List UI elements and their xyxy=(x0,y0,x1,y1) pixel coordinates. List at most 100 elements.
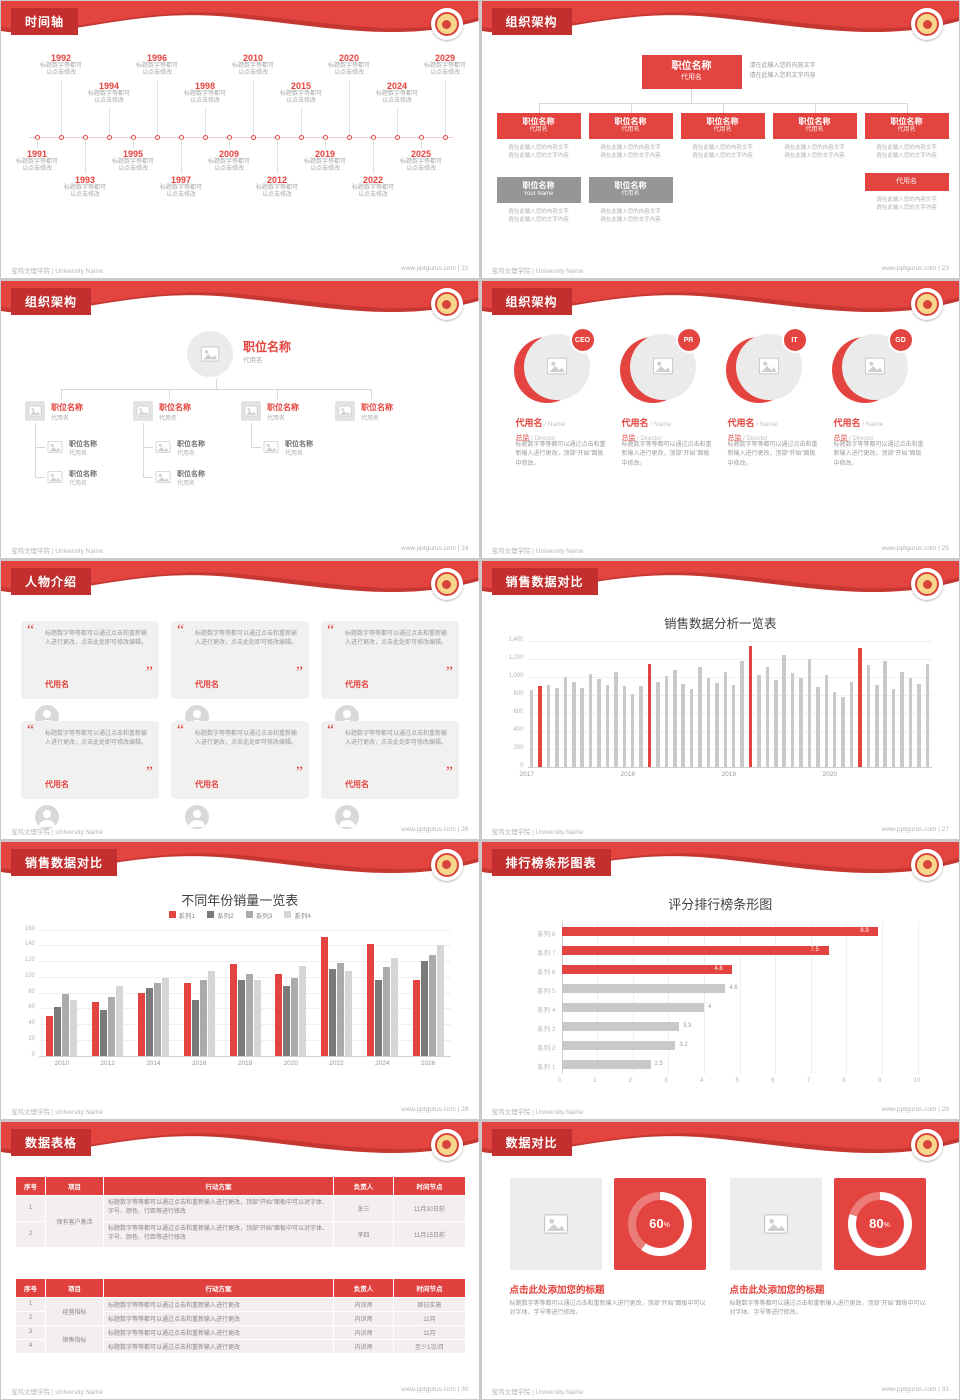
table-cell: 3 xyxy=(15,1324,46,1340)
chart-title: 销售数据分析一览表 xyxy=(663,617,777,632)
child-sub: 代用名 xyxy=(285,451,304,458)
slide-people-intro[interactable]: 人物介绍 “ 标题数字等等都可以通过点击和重新输入进行更改，点击此处即可修改编辑。… xyxy=(1,561,479,839)
quote-open-icon: “ xyxy=(327,722,335,740)
y-tick-label: 160 xyxy=(24,925,35,932)
y-category-label: 系列 6 xyxy=(537,968,556,976)
badge-ring xyxy=(434,292,459,317)
quote-text: 标题数字等等都可以通过点击和重新输入进行更改，点击此处即可修改编辑。 xyxy=(45,631,148,647)
badge-core xyxy=(442,299,451,309)
bar xyxy=(740,661,744,768)
slide-footer: 宝鸡文理学院 | University Name www.pptgurus.co… xyxy=(11,545,469,555)
timeline-item: 2009 标题数字等都可 以点击修改 xyxy=(206,149,252,173)
connector-line xyxy=(325,139,326,148)
slide-footer: 宝鸡文理学院 | University Name www.pptgurus.co… xyxy=(11,1106,469,1116)
org-box-sub: 代用名 xyxy=(621,127,640,134)
bar-value-label: 4 xyxy=(707,1004,712,1011)
person-name: 代用名 xyxy=(345,780,369,790)
slide-org-chart-members[interactable]: 组织架构 CEO 代用名 / Name 总监 / Director 标题数字等等都可以… xyxy=(481,281,959,559)
org-caption: 请在此输入您的文字内容 xyxy=(876,205,937,211)
slide-timeline[interactable]: 时间轴 1991 标题数字等都可 以点击修改 1992 标题数字等都可 以点击修改 1993… xyxy=(1,1,479,279)
person-name: 代用名 xyxy=(345,680,369,690)
bar xyxy=(374,979,382,1056)
child-image-icon xyxy=(47,469,63,485)
slide-org-chart-tree[interactable]: 组织架构 职位名称 代用名 职位名称 代用名 职位名称 代用名 职位名称 代用名 职位名称 代用名… xyxy=(1,281,479,559)
footer-site: www.pptgurus.com xyxy=(881,1386,937,1393)
badge-core xyxy=(922,1140,932,1150)
bar xyxy=(866,664,871,768)
timeline-caption: 标题数字等都可 xyxy=(327,63,370,69)
y-tick-label: 0 xyxy=(520,763,524,770)
bar xyxy=(908,678,913,768)
timeline-item: 1996 标题数字等都可 以点击修改 xyxy=(134,53,180,77)
timeline-year: 2020 xyxy=(338,53,360,63)
legend-item: 系列3 xyxy=(245,910,272,920)
gridline xyxy=(846,921,848,1074)
legend-swatch xyxy=(207,911,215,919)
x-tick-label: 2018 xyxy=(237,1059,253,1067)
gridline xyxy=(810,921,812,1074)
x-tick-label: 10 xyxy=(913,1077,921,1084)
org-caption: 请在此输入您的文字内容 xyxy=(876,153,937,159)
x-tick-label: 2020 xyxy=(822,771,837,779)
person-name: 代用名 xyxy=(195,780,219,790)
org-caption: 请在此输入您的内容文字 xyxy=(876,197,937,203)
connector-line xyxy=(373,139,374,174)
footer-sep: | xyxy=(455,545,462,553)
x-tick-label: 2020 xyxy=(283,1059,298,1067)
member-role-en: / Director xyxy=(741,436,768,443)
bar xyxy=(283,986,291,1056)
branch-sub: 代用名 xyxy=(361,416,380,423)
y-tick-label: 1,200 xyxy=(508,655,524,662)
timeline-year: 1994 xyxy=(98,81,120,91)
timeline-item: 2015 标题数字等都可 以点击修改 xyxy=(278,81,324,105)
slide-sales-chart[interactable]: 销售数据对比 销售数据分析一览表 0 200 400 600 800 1,000 1,200 1… xyxy=(481,561,959,839)
badge-ring xyxy=(434,572,459,597)
slide-title: 组织架构 xyxy=(491,8,572,35)
org-box: 职位名称 代用名 xyxy=(864,113,949,139)
slide-ranking-chart[interactable]: 排行榜条形图表 评分排行榜条形图 0 1 2 3 4 5 6 7 8 9 10 系列 8 8.9 系列 7 7… xyxy=(481,841,959,1119)
y-tick-label: 200 xyxy=(513,745,524,752)
timeline-year: 2029 xyxy=(434,53,456,63)
timeline-item: 2022 标题数字等都可 以点击修改 xyxy=(350,175,396,199)
timeline-caption: 以点击修改 xyxy=(69,192,100,199)
slide-org-chart-boxes[interactable]: 组织架构 职位名称 代用名 请在此输入您的内容文字 请在此输入您的文字内容 职位名称 代用… xyxy=(481,1,959,279)
school-badge-icon xyxy=(430,1128,463,1161)
legend-label: 系列1 xyxy=(178,912,196,920)
header-ribbon xyxy=(1,841,479,874)
org-box-title: 职位名称 xyxy=(798,117,831,127)
table-header-cell: 负责人 xyxy=(333,1175,394,1196)
bar xyxy=(664,676,669,768)
org-caption: 请在此输入您的文字内容 xyxy=(508,217,569,223)
connector-line xyxy=(169,389,170,400)
bar xyxy=(561,1002,704,1012)
footer-site: www.pptgurus.com xyxy=(401,1386,456,1393)
footer-sep: | xyxy=(455,1386,462,1393)
footer-page: 28 xyxy=(461,1105,469,1113)
slide-grouped-chart[interactable]: 销售数据对比 不同年份销量一览表 系列1 系列2 系列3 系列4 0 20 40 60 80 100… xyxy=(1,841,479,1119)
member-name-line: 代用名 / Name xyxy=(622,413,672,431)
table-cell: 标题数字等等都可以通过点击和重新输入进行更改 xyxy=(103,1324,334,1340)
connector-line xyxy=(35,477,45,479)
slide-title: 时间轴 xyxy=(11,8,79,35)
org-box: 职位名称 Your Name xyxy=(496,177,581,203)
bar xyxy=(345,970,353,1056)
child-sub: 代用名 xyxy=(177,451,196,458)
connector-line xyxy=(722,103,724,113)
member-name-en: / Name xyxy=(542,421,566,429)
footer-page: 30 xyxy=(461,1386,469,1393)
slide-data-tables[interactable]: 数据表格 序号 项目 行动方案 负责人 时间节点 1 保有客户激活 标题数字等等都可以通过点击… xyxy=(1,1121,479,1399)
image-placeholder-icon xyxy=(28,404,42,418)
y-tick-label: 600 xyxy=(513,709,524,716)
footer-sep: | xyxy=(936,825,942,833)
footer-site: www.pptgurus.com xyxy=(881,1105,937,1113)
header-ribbon xyxy=(481,1121,959,1154)
slide-data-compare[interactable]: 数据对比 60% 点击此处添加您的标题 标题数字等等都可以通过点击和重新输入进行更改… xyxy=(481,1121,959,1399)
bar xyxy=(245,973,253,1056)
timeline-item: 2029 标题数字等都可 以点击修改 xyxy=(422,53,468,77)
footer-site-page: www.pptgurus.com | 29 xyxy=(882,1106,949,1116)
bar xyxy=(92,1002,100,1056)
connector-line xyxy=(371,389,372,400)
table-cell: 11月 xyxy=(393,1324,466,1340)
gridline xyxy=(527,713,932,715)
legend-item: 系列4 xyxy=(284,910,311,920)
